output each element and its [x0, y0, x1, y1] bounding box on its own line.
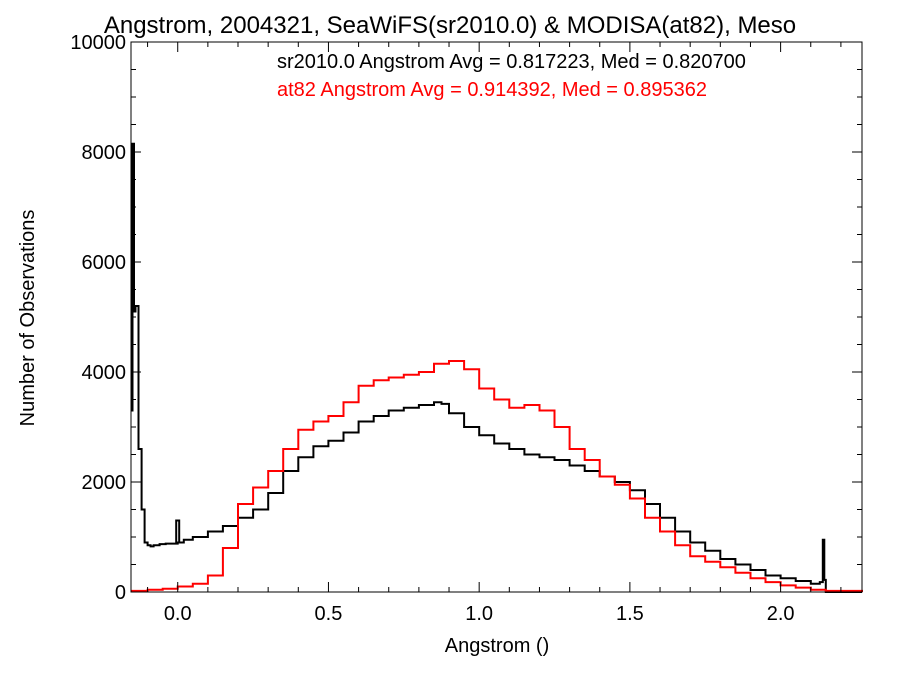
chart-title: Angstrom, 2004321, SeaWiFS(sr2010.0) & M…	[104, 12, 796, 39]
plot-area: 0.0 0.5 1.0 1.5 2.0 0 2000 4000 6000 8000 10000	[70, 32, 863, 625]
annotation-black: sr2010.0 Angstrom Avg = 0.817223, Med = …	[277, 51, 746, 73]
series-0-spike	[175, 519, 181, 544]
series-0-line	[131, 142, 862, 593]
y-tick-label: 2000	[82, 472, 127, 494]
plot-frame	[130, 41, 863, 593]
x-axis-label: Angstrom ()	[445, 635, 549, 657]
y-tick-label: 10000	[70, 32, 126, 54]
y-tick-label: 6000	[82, 252, 127, 274]
series-1-line	[131, 360, 863, 592]
x-tick-label: 2.0	[767, 603, 795, 625]
x-tick-label: 1.5	[616, 603, 644, 625]
y-tick-label: 0	[115, 582, 126, 604]
annotation-red: at82 Angstrom Avg = 0.914392, Med = 0.89…	[277, 79, 707, 101]
x-tick-label: 0.5	[315, 603, 343, 625]
y-axis-label: Number of Observations	[17, 210, 39, 427]
y-tick-label: 8000	[82, 142, 127, 164]
x-tick-label: 1.0	[465, 603, 493, 625]
y-tick-label: 4000	[82, 362, 127, 384]
x-tick-label: 0.0	[164, 603, 192, 625]
